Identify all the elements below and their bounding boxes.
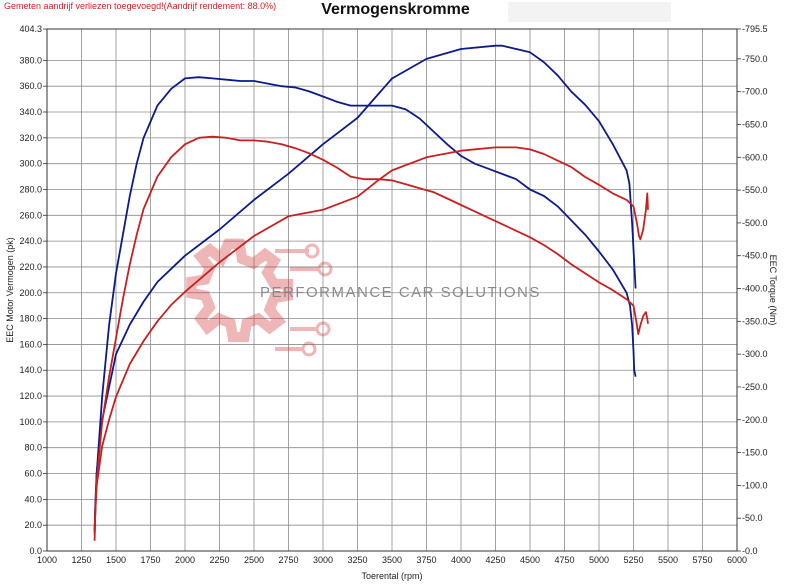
- x-tick-label: 4750: [554, 555, 574, 565]
- y-tick-label: 40.0: [24, 494, 42, 504]
- header-blank-box: [508, 2, 671, 22]
- x-tick-label: 5750: [692, 555, 712, 565]
- x-axis-label: Toerental (rpm): [361, 571, 422, 581]
- x-tick-label: 4250: [485, 555, 505, 565]
- y-tick-label: 140.0: [19, 365, 42, 375]
- y-tick-label: 300.0: [19, 159, 42, 169]
- y-tick-label: 100.0: [19, 417, 42, 427]
- x-tick-label: 6000: [727, 555, 747, 565]
- gear-logo-icon: [186, 238, 333, 357]
- chart-title: Vermogenskromme: [321, 1, 470, 18]
- y2-tick-label: -0.0: [742, 546, 758, 556]
- y-tick-label: 220.0: [19, 262, 42, 272]
- y2-tick-label: -250.0: [742, 382, 768, 392]
- x-tick-label: 5250: [623, 555, 643, 565]
- y-tick-label: 280.0: [19, 184, 42, 194]
- y2-axis-label: EEC Torque (Nm): [768, 255, 778, 326]
- y2-tick-label: -750.0: [742, 54, 768, 64]
- x-tick-label: 2000: [175, 555, 195, 565]
- y2-tick-label: -50.0: [742, 513, 763, 523]
- y2-tick-label: -200.0: [742, 415, 768, 425]
- y2-tick-label: -550.0: [742, 185, 768, 195]
- x-tick-label: 1750: [140, 555, 160, 565]
- y2-tick-label: -700.0: [742, 87, 768, 97]
- y2-tick-label: -400.0: [742, 284, 768, 294]
- x-tick-label: 1000: [37, 555, 57, 565]
- x-tick-label: 3750: [416, 555, 436, 565]
- x-tick-label: 2250: [209, 555, 229, 565]
- y-tick-label: 260.0: [19, 210, 42, 220]
- y2-tick-label: -600.0: [742, 152, 768, 162]
- red-torque-line: [93, 146, 649, 535]
- y-tick-label: 404.3: [19, 24, 42, 34]
- y2-tick-label: -350.0: [742, 316, 768, 326]
- y2-tick-label: -450.0: [742, 251, 768, 261]
- y2-tick-label: -500.0: [742, 218, 768, 228]
- x-tick-label: 4000: [451, 555, 471, 565]
- y-tick-label: 60.0: [24, 469, 42, 479]
- x-tick-label: 5000: [589, 555, 609, 565]
- x-tick-label: 3500: [382, 555, 402, 565]
- y-tick-label: 320.0: [19, 133, 42, 143]
- y2-tick-label: -650.0: [742, 119, 768, 129]
- y-tick-label: 0.0: [29, 546, 42, 556]
- y-tick-label: 120.0: [19, 391, 42, 401]
- x-tick-label: 2750: [278, 555, 298, 565]
- y2-tick-label: -795.5: [742, 24, 768, 34]
- y2-tick-label: -150.0: [742, 448, 768, 458]
- watermark: PERFORMANCE CAR SOLUTIONS: [186, 238, 541, 357]
- x-tick-label: 5500: [658, 555, 678, 565]
- y-tick-label: 180.0: [19, 314, 42, 324]
- plot-frame: [46, 28, 738, 552]
- series-group: [93, 44, 649, 541]
- blue-torque-line: [93, 44, 637, 532]
- y2-tick-label: -300.0: [742, 349, 768, 359]
- grid: [47, 29, 737, 551]
- x-tick-label: 4500: [520, 555, 540, 565]
- y-tick-label: 380.0: [19, 55, 42, 65]
- x-tick-label: 3250: [347, 555, 367, 565]
- tick-labels: 1000 1250 1500 1750 2000 2250 2500 2750 3000 3250…: [19, 24, 767, 565]
- x-tick-label: 1500: [106, 555, 126, 565]
- y-tick-label: 80.0: [24, 443, 42, 453]
- watermark-text: PERFORMANCE CAR SOLUTIONS: [260, 284, 541, 301]
- y-tick-label: 360.0: [19, 81, 42, 91]
- blue-power-line: [93, 76, 637, 532]
- y-tick-label: 20.0: [24, 520, 42, 530]
- y-tick-label: 240.0: [19, 236, 42, 246]
- y2-tick-label: -100.0: [742, 480, 768, 490]
- y-tick-label: 160.0: [19, 339, 42, 349]
- x-tick-label: 3000: [313, 555, 333, 565]
- x-tick-label: 1250: [71, 555, 91, 565]
- y-tick-label: 200.0: [19, 288, 42, 298]
- x-tick-label: 2500: [244, 555, 264, 565]
- y-axis-label: EEC Motor Vermogen (pk): [5, 237, 15, 343]
- y-tick-label: 340.0: [19, 107, 42, 117]
- drive-loss-note: Gemeten aandrijf verliezen toegevoegd!(A…: [4, 1, 277, 11]
